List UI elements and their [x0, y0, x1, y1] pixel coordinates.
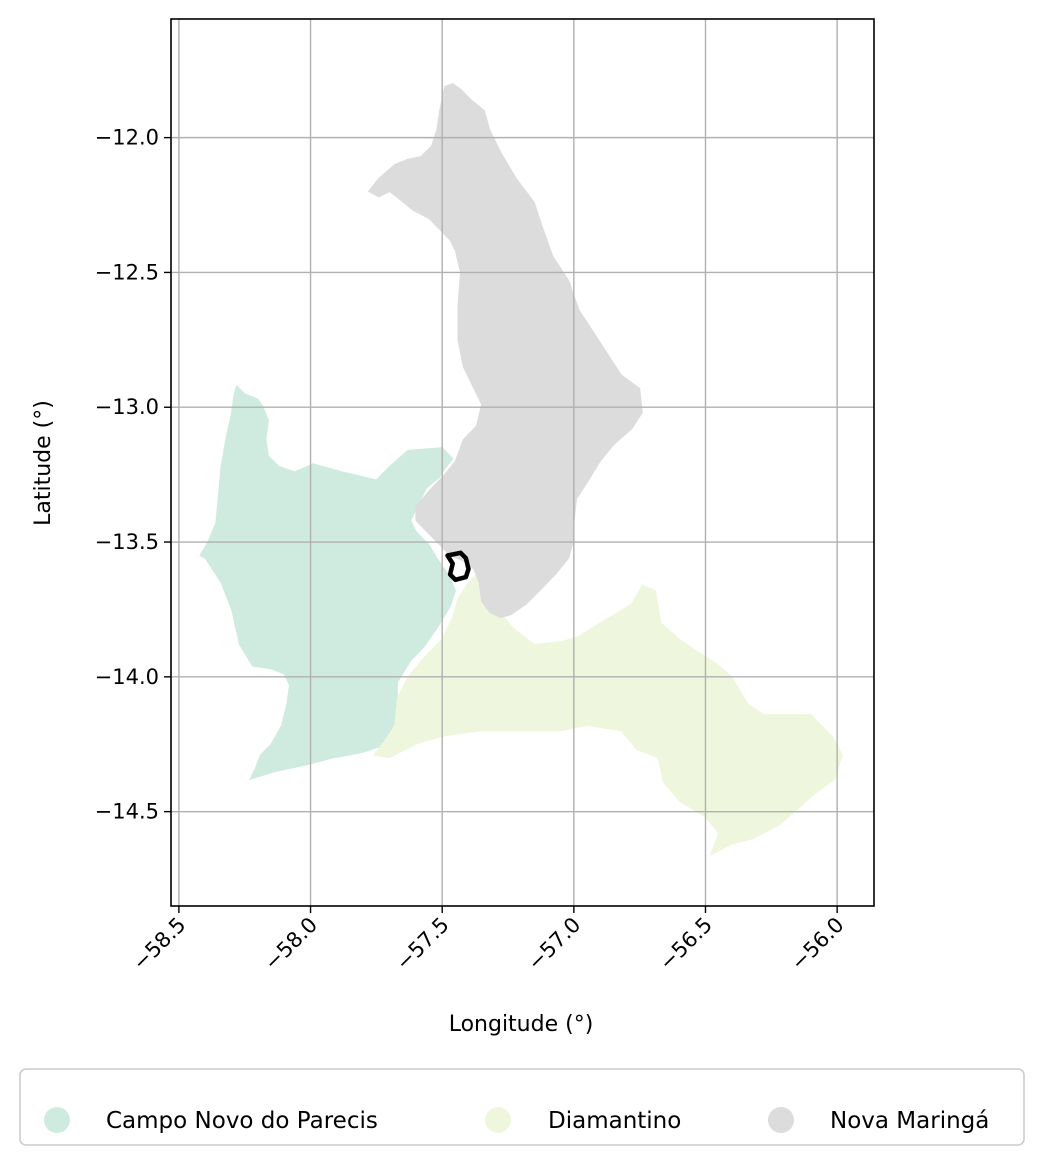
highlight-layer — [445, 550, 471, 583]
region-diamantino — [372, 568, 843, 856]
legend-marker — [768, 1107, 794, 1133]
x-tick-label: −58.5 — [128, 913, 190, 975]
y-tick-label: −14.5 — [95, 800, 159, 824]
grid-layer — [171, 19, 874, 906]
y-tick-label: −13.0 — [95, 395, 159, 419]
x-axis-title: Longitude (°) — [449, 1012, 594, 1037]
highlight-outline — [445, 550, 471, 583]
x-tick-label: −58.0 — [260, 913, 322, 975]
regions-layer — [199, 83, 843, 856]
axes-frame — [170, 18, 875, 907]
legend-label: Nova Maringá — [830, 1108, 989, 1134]
x-tick-label: −56.5 — [655, 913, 717, 975]
region-campo-novo-do-parecis — [199, 384, 456, 781]
x-tick-label: −57.0 — [523, 913, 585, 975]
y-tick-label: −14.0 — [95, 665, 159, 689]
legend-label: Diamantino — [548, 1108, 681, 1134]
y-tick-label: −13.5 — [95, 530, 159, 554]
x-tick-label: −57.5 — [391, 913, 453, 975]
y-tick-label: −12.0 — [95, 126, 159, 150]
legend-marker — [485, 1107, 511, 1133]
legend: Campo Novo do Parecis Diamantino Nova Mari… — [19, 1068, 1025, 1146]
legend-items: Campo Novo do Parecis Diamantino Nova Mari… — [44, 1107, 989, 1134]
legend-marker — [44, 1107, 70, 1133]
x-tick-label: −56.0 — [786, 913, 848, 975]
y-tick-label: −12.5 — [95, 260, 159, 284]
legend-label: Campo Novo do Parecis — [106, 1108, 378, 1134]
y-axis-title: Latitude (°) — [31, 400, 56, 526]
